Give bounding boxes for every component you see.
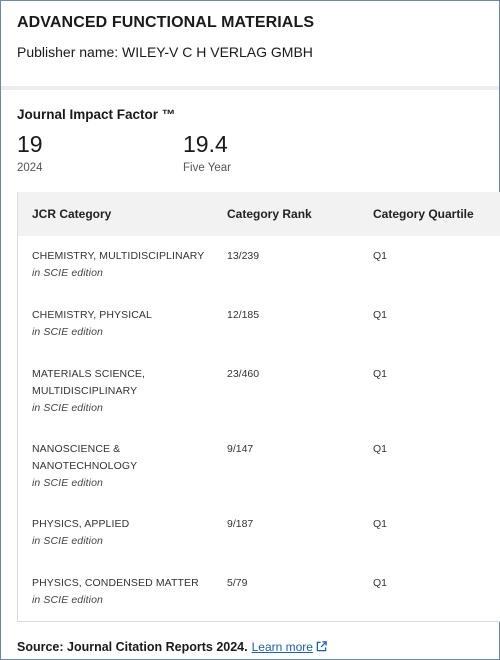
external-link-icon: [316, 641, 327, 652]
category-edition: in SCIE edition: [32, 594, 103, 606]
category-cell: CHEMISTRY, PHYSICAL in SCIE edition: [32, 307, 152, 341]
header-category-quartile: Category Quartile: [373, 207, 474, 221]
category-name: MATERIALS SCIENCE, MULTIDISCIPLINARY: [32, 368, 146, 397]
header-category-rank: Category Rank: [227, 207, 312, 221]
category-cell: PHYSICS, APPLIED in SCIE edition: [32, 516, 129, 550]
table-header: JCR Category Category Rank Category Quar…: [18, 192, 500, 236]
five-year-label: Five Year: [183, 162, 231, 174]
learn-more-label: Learn more: [251, 640, 313, 654]
category-edition: in SCIE edition: [32, 535, 103, 547]
source-text: Source: Journal Citation Reports 2024.: [17, 640, 248, 654]
category-quartile: Q1: [373, 368, 388, 380]
category-quartile: Q1: [373, 577, 388, 589]
category-name: CHEMISTRY, MULTIDISCIPLINARY: [32, 250, 205, 262]
category-cell: NANOSCIENCE & NANOTECHNOLOGY in SCIE edi…: [32, 441, 137, 492]
section-divider: [1, 86, 499, 90]
publisher-name: Publisher name: WILEY-V C H VERLAG GMBH: [17, 44, 313, 60]
jif-heading: Journal Impact Factor ™: [17, 107, 176, 122]
jif-metric: 19 2024: [17, 131, 43, 174]
category-quartile: Q1: [373, 443, 388, 455]
category-name: CHEMISTRY, PHYSICAL: [32, 309, 152, 321]
category-quartile: Q1: [373, 309, 388, 321]
category-rank: 5/79: [227, 577, 248, 589]
category-rank: 23/460: [227, 368, 260, 380]
source-note: Source: Journal Citation Reports 2024. Le…: [17, 640, 327, 654]
jif-year: 2024: [17, 162, 43, 174]
learn-more-link[interactable]: Learn more: [252, 640, 327, 654]
category-edition: in SCIE edition: [32, 402, 103, 414]
jcr-category-table: JCR Category Category Rank Category Quar…: [17, 192, 500, 622]
header-jcr-category: JCR Category: [32, 207, 112, 221]
journal-header: ADVANCED FUNCTIONAL MATERIALS Publisher …: [1, 1, 499, 61]
category-edition: in SCIE edition: [32, 326, 103, 338]
journal-title: ADVANCED FUNCTIONAL MATERIALS: [17, 14, 315, 31]
category-rank: 9/147: [227, 443, 254, 455]
category-edition: in SCIE edition: [32, 477, 103, 489]
five-year-metric: 19.4 Five Year: [183, 131, 231, 174]
category-rank: 12/185: [227, 309, 260, 321]
category-name: PHYSICS, APPLIED: [32, 518, 130, 530]
category-name: NANOSCIENCE & NANOTECHNOLOGY: [32, 443, 138, 472]
jif-value: 19: [17, 131, 43, 157]
category-rank: 9/187: [227, 518, 254, 530]
category-quartile: Q1: [373, 518, 388, 530]
category-edition: in SCIE edition: [32, 267, 103, 279]
category-cell: PHYSICS, CONDENSED MATTER in SCIE editio…: [32, 575, 199, 609]
category-cell: MATERIALS SCIENCE, MULTIDISCIPLINARY in …: [32, 366, 145, 417]
category-rank: 13/239: [227, 250, 260, 262]
category-cell: CHEMISTRY, MULTIDISCIPLINARY in SCIE edi…: [32, 248, 204, 282]
category-name: PHYSICS, CONDENSED MATTER: [32, 577, 199, 589]
category-quartile: Q1: [373, 250, 388, 262]
five-year-value: 19.4: [183, 131, 228, 157]
